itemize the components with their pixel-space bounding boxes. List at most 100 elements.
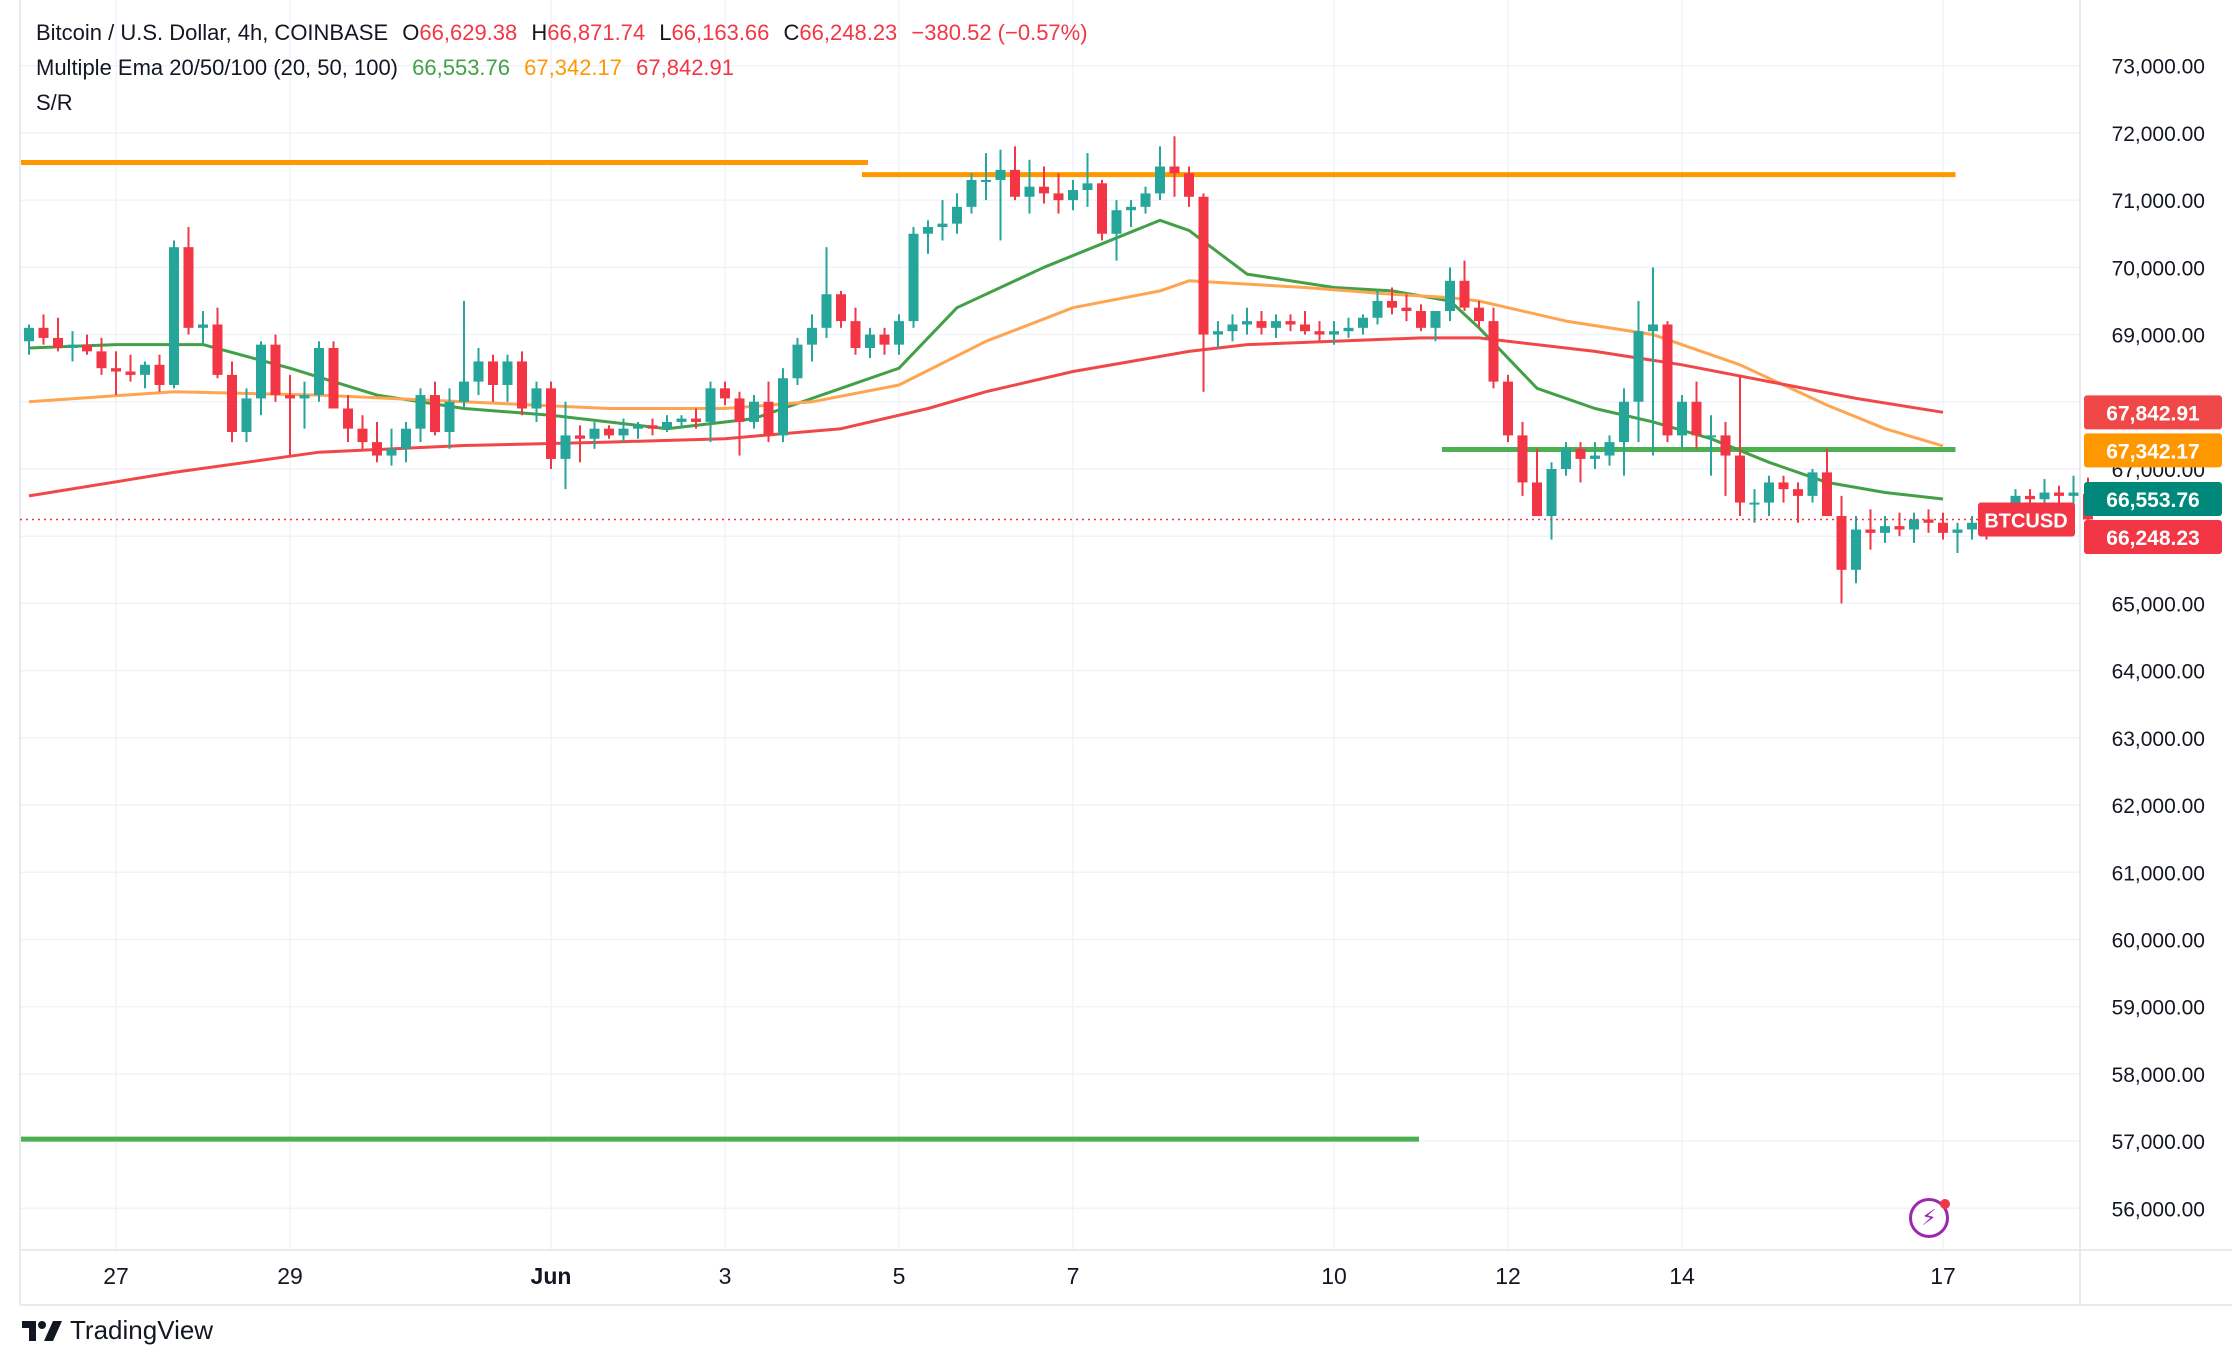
candle-body: [1720, 435, 1731, 456]
candle: [1184, 166, 1194, 207]
candle-body: [676, 418, 687, 422]
candle: [82, 334, 92, 355]
tradingview-logo[interactable]: TradingView: [22, 1315, 213, 1346]
candle-body: [633, 425, 643, 429]
candle: [633, 421, 643, 439]
candle: [966, 173, 977, 214]
candle-body: [198, 324, 208, 328]
candle: [879, 327, 890, 355]
candle-body: [357, 428, 368, 443]
candle-body: [1706, 435, 1716, 438]
candle: [618, 418, 629, 443]
candle: [1459, 260, 1470, 312]
candle-body: [1387, 300, 1397, 308]
price-tick-label: 65,000.00: [2112, 593, 2205, 616]
time-tick-label: 12: [1495, 1263, 1521, 1289]
candle-body: [343, 408, 353, 429]
candle-body: [1416, 311, 1426, 328]
candle-body: [1474, 307, 1484, 322]
candle: [1590, 442, 1600, 469]
candle-body: [981, 179, 991, 182]
candle-body: [82, 344, 92, 352]
price-tag-box: [2084, 395, 2222, 430]
candle-body: [1488, 321, 1499, 382]
candle-body: [2025, 495, 2035, 500]
time-tick-label: Jun: [531, 1263, 572, 1289]
candle: [1894, 512, 1905, 537]
candle-body: [1619, 401, 1629, 443]
candle: [1575, 442, 1586, 483]
candle-body: [1010, 169, 1020, 197]
candle-body: [1909, 519, 1919, 530]
candle-body: [169, 247, 179, 385]
candle-body: [1140, 193, 1151, 207]
candle: [1039, 166, 1049, 204]
price-tick-label: 73,000.00: [2112, 56, 2205, 79]
lightning-icon[interactable]: ⚡︎: [1909, 1198, 1950, 1238]
candle-body: [575, 435, 585, 439]
time-tick-label: 29: [277, 1263, 303, 1289]
candle: [401, 421, 411, 463]
candle: [1474, 300, 1484, 328]
candle: [894, 314, 904, 355]
candle-body: [821, 294, 832, 328]
candle-body: [1880, 526, 1890, 533]
candle: [299, 381, 310, 429]
candle-body: [386, 448, 397, 456]
candle-body: [227, 374, 237, 433]
candle-body: [1271, 321, 1281, 328]
candle: [386, 428, 397, 466]
symbol-price-tag: BTCUSD: [1978, 502, 2075, 537]
candle: [1865, 509, 1876, 550]
ema-title: Multiple Ema 20/50/100 (20, 50, 100): [36, 55, 399, 80]
candle-body: [691, 418, 701, 422]
ema-legend[interactable]: Multiple Ema 20/50/100 (20, 50, 100) 66,…: [36, 53, 742, 83]
candle-body: [415, 395, 426, 429]
candle: [1561, 442, 1571, 476]
price-tick-label: 63,000.00: [2112, 728, 2205, 751]
candle-body: [1155, 166, 1165, 194]
ohlc-close: C66,248.23: [783, 20, 898, 45]
candle-body: [67, 344, 78, 349]
candle-body: [1445, 280, 1455, 312]
candle-body: [1300, 324, 1310, 332]
last-price-tag: 66,248.23: [2084, 519, 2222, 554]
candle: [169, 240, 179, 389]
ema50-value: 67,342.17: [524, 55, 623, 80]
candle-body: [879, 334, 890, 345]
brand-name: TradingView: [70, 1315, 214, 1345]
candle-body: [1633, 331, 1644, 402]
candle-body: [1256, 321, 1267, 328]
time-tick-label: 10: [1321, 1263, 1347, 1289]
candle-body: [1575, 448, 1586, 459]
chart-grid: [19, 0, 2232, 1306]
candle-body: [908, 233, 919, 322]
time-tick-label: 14: [1669, 1263, 1695, 1289]
candle: [1430, 311, 1441, 342]
candle-body: [1604, 442, 1615, 456]
ema100-value: 67,842.91: [636, 55, 735, 80]
candle: [923, 220, 933, 254]
candle: [1329, 321, 1339, 345]
candle: [1227, 314, 1238, 342]
symbol-legend[interactable]: Bitcoin / U.S. Dollar, 4h, COINBASE O66,…: [36, 18, 1096, 48]
ohlc-low: L66,163.66: [659, 20, 770, 45]
candle-body: [1372, 300, 1383, 318]
sr-legend[interactable]: S/R: [36, 88, 81, 118]
candle-body: [720, 388, 730, 399]
candle-body: [1358, 317, 1368, 328]
candle-body: [1894, 526, 1905, 530]
candle-body: [2054, 492, 2064, 496]
candle-body: [38, 327, 49, 338]
candle: [575, 425, 585, 463]
candle: [908, 227, 919, 328]
candle: [1343, 317, 1354, 338]
candle-body: [894, 321, 904, 345]
candle-body: [763, 401, 774, 436]
candle-body: [1662, 324, 1673, 436]
candle-body: [1807, 472, 1818, 496]
candle-body: [256, 344, 266, 399]
candle-body: [183, 247, 194, 328]
candle-body: [1126, 206, 1136, 211]
